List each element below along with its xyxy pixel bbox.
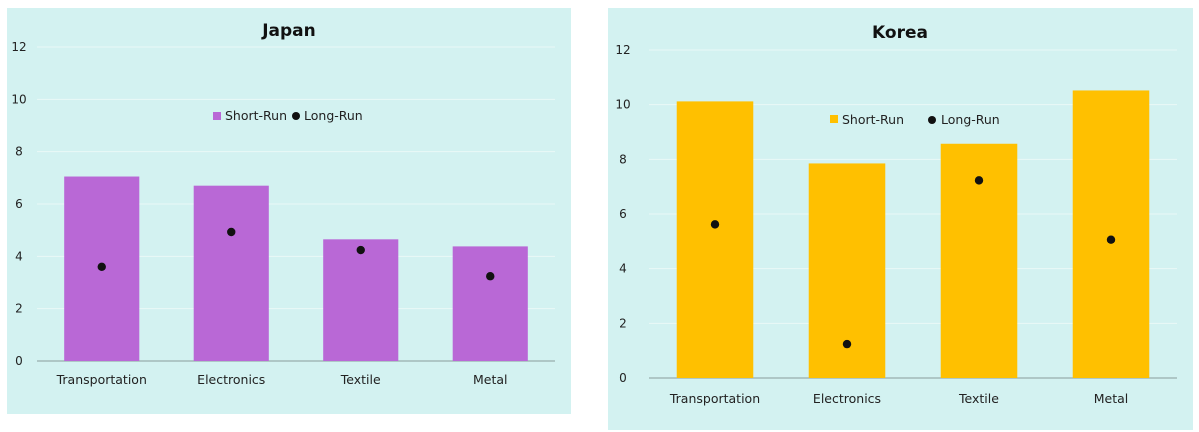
korea-chart-title: Korea	[872, 23, 928, 43]
korea-legend: Short-Run Long-Run	[830, 112, 1000, 127]
japan-legend-short-run-swatch	[213, 112, 221, 120]
japan-x-category-label: Textile	[340, 372, 381, 387]
japan-points	[97, 227, 495, 281]
korea-point-textile	[974, 176, 984, 185]
korea-legend-short-run-swatch	[830, 115, 838, 123]
japan-point-transportation	[97, 262, 106, 271]
korea-bar-metal	[1072, 90, 1150, 378]
japan-x-axis: Transportation Electronics Textile Metal	[56, 372, 508, 387]
korea-bar-transportation	[676, 101, 754, 379]
japan-y-tick-label: 10	[11, 92, 26, 106]
japan-point-metal	[486, 272, 495, 281]
japan-x-category-label: Electronics	[197, 372, 265, 387]
korea-legend-long-run-swatch	[928, 116, 936, 124]
japan-chart-svg: Japan 0 2 4 6 8 10 12 Transportation Electronic…	[11, 21, 555, 387]
korea-y-axis: 0 2 4 6 8 10 12	[615, 43, 630, 385]
korea-legend-long-run-label: Long-Run	[941, 112, 1000, 127]
korea-y-tick-label: 2	[619, 316, 627, 330]
japan-legend-long-run-swatch	[292, 112, 300, 120]
korea-chart-panel: Korea 0 2 4 6 8 10 12 Transportation Electronic…	[608, 8, 1193, 430]
korea-y-tick-label: 10	[615, 98, 630, 112]
japan-point-textile	[356, 245, 365, 255]
korea-x-category-label: Metal	[1094, 391, 1129, 406]
korea-y-tick-label: 4	[619, 262, 627, 276]
japan-legend-short-run-label: Short-Run	[225, 108, 287, 123]
japan-y-axis: 0 2 4 6 8 10 12	[11, 40, 26, 368]
japan-bar-metal	[452, 246, 528, 361]
korea-legend-short-run-label: Short-Run	[842, 112, 904, 127]
japan-y-tick-label: 4	[15, 249, 23, 263]
japan-bars	[64, 176, 528, 361]
japan-point-electronics	[227, 227, 236, 237]
korea-y-tick-label: 8	[619, 152, 627, 166]
japan-bar-electronics	[193, 185, 269, 361]
korea-x-category-label: Textile	[958, 391, 999, 406]
japan-y-tick-label: 6	[15, 197, 23, 211]
korea-x-category-label: Electronics	[813, 391, 881, 406]
japan-legend: Short-Run Long-Run	[213, 108, 363, 123]
japan-legend-long-run-label: Long-Run	[304, 108, 363, 123]
korea-y-tick-label: 6	[619, 207, 627, 221]
korea-bars	[676, 90, 1150, 379]
korea-point-metal	[1106, 235, 1116, 244]
korea-point-electronics	[842, 339, 852, 349]
korea-y-tick-label: 12	[615, 43, 630, 57]
japan-chart-title: Japan	[261, 21, 316, 41]
japan-x-category-label: Transportation	[56, 372, 147, 387]
korea-points	[710, 176, 1116, 349]
japan-y-tick-label: 8	[15, 145, 23, 159]
korea-x-axis: Transportation Electronics Textile Metal	[669, 391, 1128, 406]
korea-x-category-label: Transportation	[669, 391, 760, 406]
japan-y-tick-label: 12	[11, 40, 26, 54]
japan-bar-textile	[323, 239, 399, 361]
korea-point-transportation	[710, 220, 720, 229]
korea-chart-svg: Korea 0 2 4 6 8 10 12 Transportation Electronic…	[615, 23, 1177, 406]
japan-chart-panel: Japan 0 2 4 6 8 10 12 Transportation Electronic…	[7, 8, 571, 414]
japan-y-tick-label: 2	[15, 302, 23, 316]
japan-y-tick-label: 0	[15, 354, 23, 368]
japan-x-category-label: Metal	[473, 372, 508, 387]
korea-y-tick-label: 0	[619, 371, 627, 385]
